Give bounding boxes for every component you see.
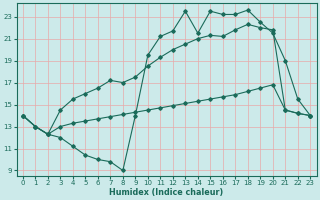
X-axis label: Humidex (Indice chaleur): Humidex (Indice chaleur)	[109, 188, 224, 197]
